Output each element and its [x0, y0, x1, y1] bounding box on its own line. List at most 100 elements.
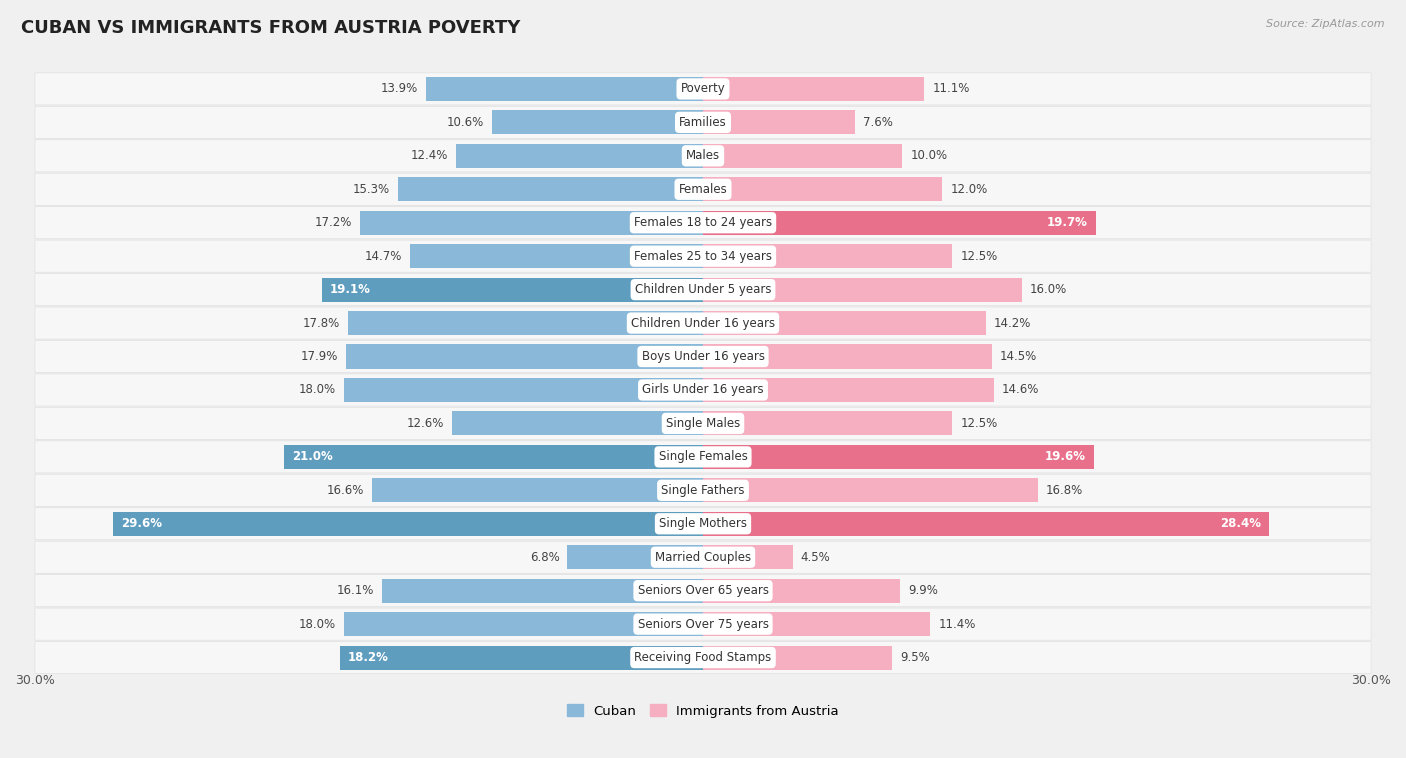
Bar	[703, 77, 924, 101]
Text: 19.1%: 19.1%	[330, 283, 371, 296]
Bar	[703, 311, 986, 335]
Text: Single Mothers: Single Mothers	[659, 517, 747, 531]
Bar	[703, 412, 952, 435]
Text: 18.0%: 18.0%	[299, 384, 336, 396]
Text: 12.6%: 12.6%	[406, 417, 444, 430]
Bar	[703, 244, 952, 268]
FancyBboxPatch shape	[35, 541, 1371, 573]
Bar	[703, 445, 1094, 469]
Text: Girls Under 16 years: Girls Under 16 years	[643, 384, 763, 396]
Bar	[703, 144, 903, 168]
Bar	[373, 478, 703, 503]
Text: Source: ZipAtlas.com: Source: ZipAtlas.com	[1267, 19, 1385, 29]
Text: 4.5%: 4.5%	[800, 551, 831, 564]
Text: 16.6%: 16.6%	[326, 484, 364, 496]
Text: 29.6%: 29.6%	[121, 517, 162, 531]
Text: 14.2%: 14.2%	[994, 317, 1032, 330]
Legend: Cuban, Immigrants from Austria: Cuban, Immigrants from Austria	[562, 699, 844, 723]
Text: 9.9%: 9.9%	[908, 584, 938, 597]
Text: 30.0%: 30.0%	[1351, 675, 1391, 688]
Bar	[349, 311, 703, 335]
Text: 19.6%: 19.6%	[1045, 450, 1085, 463]
Bar	[703, 512, 1270, 536]
FancyBboxPatch shape	[35, 475, 1371, 506]
Text: 18.2%: 18.2%	[349, 651, 389, 664]
Bar	[703, 612, 931, 636]
FancyBboxPatch shape	[35, 139, 1371, 172]
Bar	[426, 77, 703, 101]
Text: Females 25 to 34 years: Females 25 to 34 years	[634, 249, 772, 263]
Text: Poverty: Poverty	[681, 83, 725, 96]
FancyBboxPatch shape	[35, 575, 1371, 606]
Bar	[322, 277, 703, 302]
Bar	[568, 545, 703, 569]
Bar	[456, 144, 703, 168]
Text: 19.7%: 19.7%	[1047, 216, 1088, 229]
FancyBboxPatch shape	[35, 508, 1371, 540]
Text: Children Under 5 years: Children Under 5 years	[634, 283, 772, 296]
Bar	[703, 177, 942, 202]
FancyBboxPatch shape	[35, 274, 1371, 305]
FancyBboxPatch shape	[35, 106, 1371, 139]
FancyBboxPatch shape	[35, 374, 1371, 406]
Bar	[411, 244, 703, 268]
Text: Seniors Over 75 years: Seniors Over 75 years	[637, 618, 769, 631]
Text: 16.1%: 16.1%	[336, 584, 374, 597]
Text: Females: Females	[679, 183, 727, 196]
Text: 21.0%: 21.0%	[292, 450, 333, 463]
Bar	[492, 111, 703, 134]
FancyBboxPatch shape	[35, 307, 1371, 339]
Text: 14.6%: 14.6%	[1002, 384, 1039, 396]
Bar	[340, 646, 703, 669]
FancyBboxPatch shape	[35, 441, 1371, 473]
Text: 17.9%: 17.9%	[301, 350, 337, 363]
Bar	[703, 378, 994, 402]
Bar	[703, 578, 900, 603]
Text: 16.0%: 16.0%	[1031, 283, 1067, 296]
Bar	[703, 646, 893, 669]
Text: Boys Under 16 years: Boys Under 16 years	[641, 350, 765, 363]
Text: 17.8%: 17.8%	[302, 317, 340, 330]
Bar	[284, 445, 703, 469]
Text: 11.1%: 11.1%	[932, 83, 970, 96]
Text: 10.0%: 10.0%	[911, 149, 948, 162]
Bar	[703, 111, 855, 134]
FancyBboxPatch shape	[35, 407, 1371, 440]
Text: 14.5%: 14.5%	[1000, 350, 1038, 363]
FancyBboxPatch shape	[35, 174, 1371, 205]
Text: Children Under 16 years: Children Under 16 years	[631, 317, 775, 330]
Text: Families: Families	[679, 116, 727, 129]
Text: 15.3%: 15.3%	[353, 183, 389, 196]
FancyBboxPatch shape	[35, 340, 1371, 373]
Text: Males: Males	[686, 149, 720, 162]
Bar	[382, 578, 703, 603]
Text: 9.5%: 9.5%	[900, 651, 931, 664]
Text: 30.0%: 30.0%	[15, 675, 55, 688]
FancyBboxPatch shape	[35, 73, 1371, 105]
Text: Single Females: Single Females	[658, 450, 748, 463]
Bar	[703, 344, 993, 368]
Bar	[398, 177, 703, 202]
Text: 17.2%: 17.2%	[315, 216, 352, 229]
Text: 7.6%: 7.6%	[862, 116, 893, 129]
Text: 13.9%: 13.9%	[381, 83, 418, 96]
Text: Females 18 to 24 years: Females 18 to 24 years	[634, 216, 772, 229]
Text: 12.5%: 12.5%	[960, 417, 997, 430]
Bar	[451, 412, 703, 435]
Bar	[703, 277, 1022, 302]
Bar	[346, 344, 703, 368]
Text: 18.0%: 18.0%	[299, 618, 336, 631]
Bar	[703, 211, 1095, 235]
Text: 12.0%: 12.0%	[950, 183, 987, 196]
Text: CUBAN VS IMMIGRANTS FROM AUSTRIA POVERTY: CUBAN VS IMMIGRANTS FROM AUSTRIA POVERTY	[21, 19, 520, 37]
Text: 6.8%: 6.8%	[530, 551, 560, 564]
FancyBboxPatch shape	[35, 641, 1371, 674]
Bar	[344, 612, 703, 636]
Text: 14.7%: 14.7%	[364, 249, 402, 263]
Text: 28.4%: 28.4%	[1220, 517, 1261, 531]
Text: Married Couples: Married Couples	[655, 551, 751, 564]
Text: 16.8%: 16.8%	[1046, 484, 1083, 496]
Text: 10.6%: 10.6%	[446, 116, 484, 129]
FancyBboxPatch shape	[35, 608, 1371, 641]
Bar	[360, 211, 703, 235]
